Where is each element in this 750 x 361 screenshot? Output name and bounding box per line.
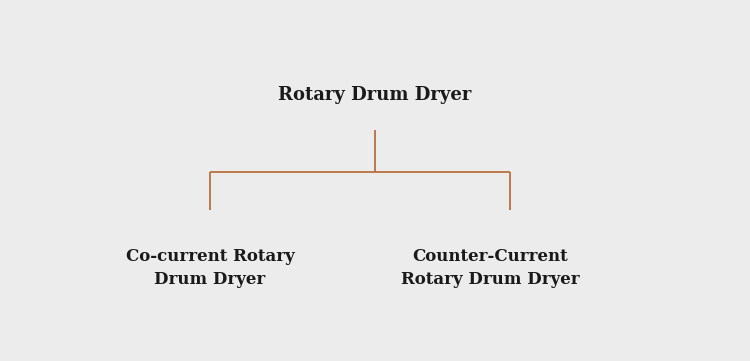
Text: Rotary Drum Dryer: Rotary Drum Dryer [278,86,472,104]
Text: Co-current Rotary
Drum Dryer: Co-current Rotary Drum Dryer [125,248,294,288]
Text: Counter-Current
Rotary Drum Dryer: Counter-Current Rotary Drum Dryer [400,248,579,288]
